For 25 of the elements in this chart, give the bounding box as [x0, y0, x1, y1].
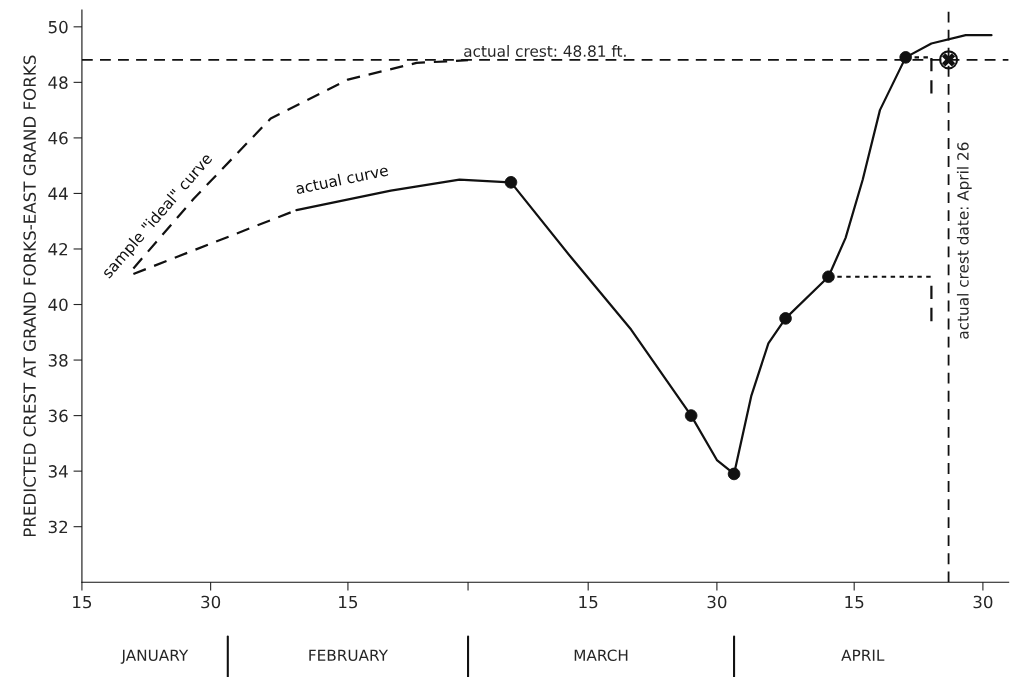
y-tick-label: 38 — [48, 354, 68, 367]
y-tick-label: 40 — [48, 298, 68, 312]
y-tick-label: 44 — [48, 187, 68, 200]
ref-line-label: actual crest: 48.81 ft. — [464, 45, 626, 57]
x-tick-label: 15 — [845, 595, 864, 609]
y-tick-label: 50 — [48, 20, 68, 34]
text: APRIL — [841, 649, 885, 661]
y-tick-label: 34 — [48, 465, 68, 478]
y-tick-label: 42 — [48, 242, 68, 256]
text: FEBRUARY — [309, 649, 389, 662]
text: actual curve — [295, 164, 389, 195]
text: JANUARY — [120, 649, 189, 664]
x-tick-label: 30 — [707, 595, 727, 609]
x-tick-label: 15 — [73, 595, 92, 609]
text: MARCH — [574, 649, 628, 662]
y-tick-label: 36 — [48, 409, 68, 423]
y-axis-title: PREDICTED CREST AT GRAND FORKS-EAST GRAND FORKS — [23, 55, 36, 537]
y-tick-label: 32 — [48, 520, 68, 534]
x-tick-label: 30 — [201, 595, 221, 609]
x-tick-label: 15 — [339, 595, 358, 609]
x-tick-label: 15 — [579, 595, 598, 609]
y-tick-label: 48 — [48, 76, 68, 89]
x-tick-label: 30 — [973, 595, 993, 609]
ref-line-label: actual crest date: April 26 — [956, 142, 972, 339]
y-tick-label: 46 — [48, 131, 68, 145]
